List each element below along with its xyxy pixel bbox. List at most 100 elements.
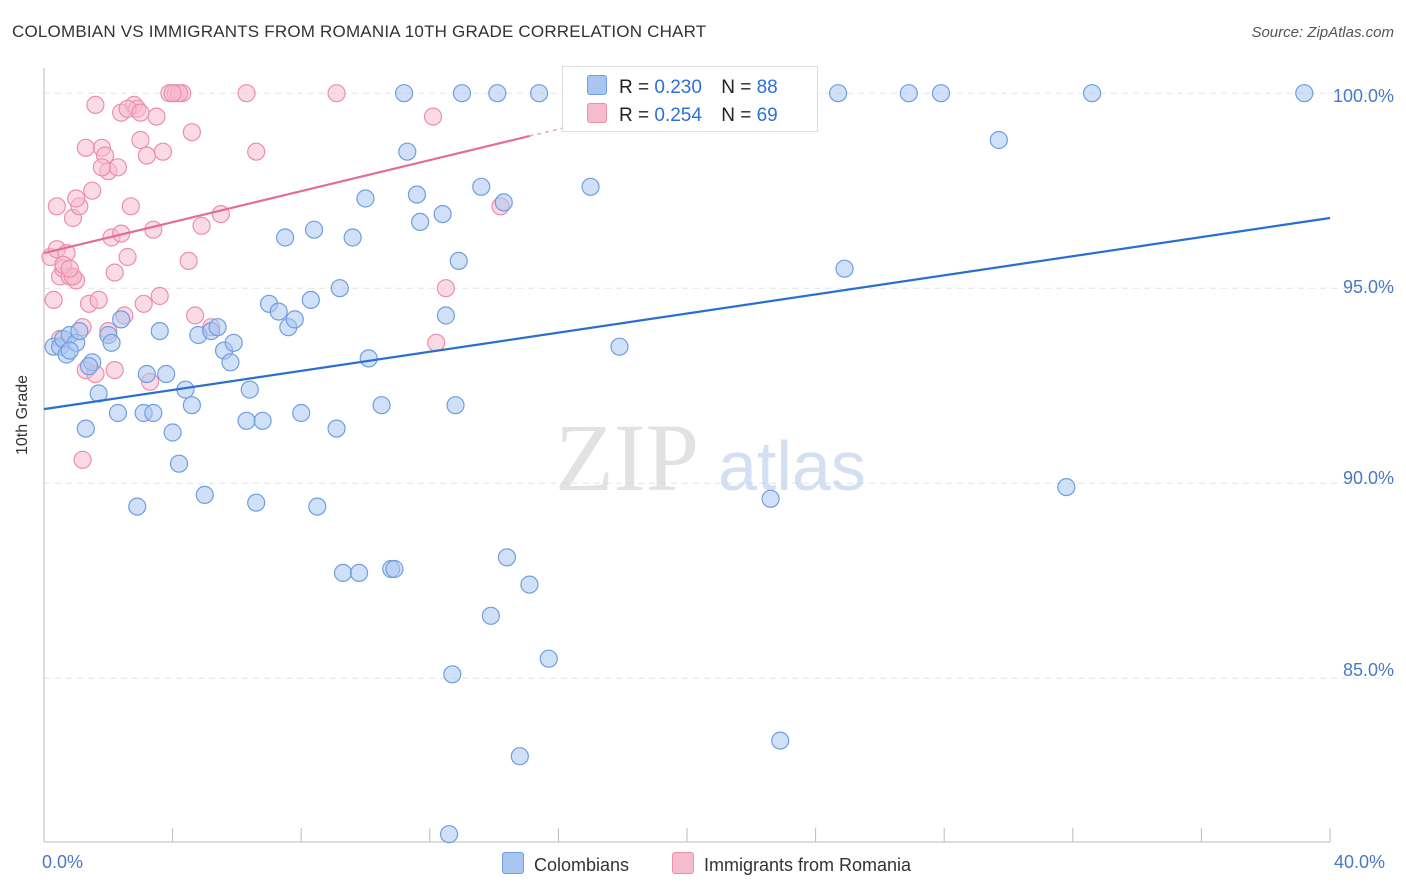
x-tick-label: 0.0%: [42, 852, 84, 872]
point-romania: [147, 107, 166, 126]
point-colombians: [771, 731, 790, 750]
point-colombians: [144, 403, 163, 423]
point-colombians: [520, 575, 539, 594]
point-colombians: [372, 396, 391, 415]
trend-line-romania-extension: [529, 119, 594, 137]
point-colombians: [349, 563, 369, 583]
trend-line-colombians: [43, 216, 1331, 411]
point-colombians: [330, 279, 349, 298]
point-romania: [327, 84, 346, 103]
point-colombians: [76, 419, 95, 438]
point-romania: [121, 197, 140, 216]
point-colombians: [452, 84, 472, 103]
legend-swatch-blue: [587, 75, 607, 95]
point-colombians: [208, 318, 227, 337]
point-colombians: [436, 306, 455, 325]
point-colombians: [343, 228, 362, 247]
point-romania: [192, 216, 211, 235]
point-colombians: [539, 649, 558, 668]
legend-n-label: N =: [721, 105, 752, 126]
legend-n-label: N =: [721, 77, 752, 98]
point-colombians: [610, 337, 629, 356]
point-colombians: [989, 130, 1008, 150]
point-romania: [92, 158, 111, 177]
point-romania: [237, 84, 256, 103]
legend-item-colombians: Colombians: [502, 852, 629, 876]
series-romania-points: [41, 84, 510, 469]
legend-label: Colombians: [534, 855, 630, 875]
point-colombians: [301, 290, 320, 309]
point-romania: [67, 189, 86, 208]
point-colombians: [931, 84, 951, 103]
point-romania: [144, 220, 163, 239]
point-colombians: [1295, 84, 1314, 103]
point-romania: [86, 95, 105, 115]
point-romania: [44, 290, 63, 309]
legend-r-label: R =: [619, 105, 650, 126]
point-romania: [131, 103, 150, 122]
x-tick-label: 40.0%: [1334, 852, 1386, 872]
y-axis-label: 10th Grade: [14, 374, 31, 455]
point-romania: [436, 279, 455, 298]
trend-line-romania: [43, 135, 530, 255]
point-colombians: [285, 310, 304, 329]
point-colombians: [439, 825, 459, 844]
point-colombians: [60, 341, 79, 360]
watermark-zip: ZIP: [555, 404, 699, 511]
point-colombians: [1082, 84, 1102, 103]
point-romania: [182, 123, 201, 142]
point-colombians: [169, 454, 189, 473]
watermark-atlas: atlas: [718, 427, 866, 505]
legend-row-romania: R = 0.254 N = 69: [587, 103, 778, 127]
point-colombians: [356, 189, 375, 208]
point-romania: [186, 306, 205, 325]
point-colombians: [394, 84, 414, 103]
point-colombians: [835, 259, 854, 278]
point-colombians: [494, 193, 513, 212]
point-colombians: [70, 322, 89, 341]
point-colombians: [333, 563, 353, 583]
point-colombians: [829, 84, 848, 103]
point-colombians: [269, 302, 288, 321]
legend-item-romania: Immigrants from Romania: [672, 852, 911, 876]
legend-label: Immigrants from Romania: [704, 855, 912, 875]
point-colombians: [276, 228, 295, 247]
point-romania: [47, 197, 66, 216]
legend-r-label: R =: [619, 77, 650, 98]
point-colombians: [108, 403, 128, 423]
y-tick-label: 100.0%: [1332, 86, 1394, 106]
point-colombians: [128, 497, 147, 516]
y-tick-label: 85.0%: [1342, 660, 1394, 680]
legend-r-value: 0.254: [654, 105, 702, 126]
point-colombians: [195, 485, 214, 504]
point-colombians: [112, 310, 131, 329]
point-colombians: [253, 411, 272, 430]
point-romania: [73, 450, 92, 469]
point-colombians: [79, 357, 99, 376]
point-romania: [83, 181, 102, 200]
point-colombians: [488, 84, 507, 103]
point-colombians: [510, 747, 529, 766]
point-colombians: [102, 333, 121, 352]
point-romania: [105, 263, 124, 282]
y-tick-label: 90.0%: [1342, 468, 1394, 488]
point-colombians: [308, 497, 327, 516]
point-romania: [60, 259, 79, 278]
legend-swatch-pink: [587, 103, 607, 123]
point-colombians: [530, 84, 549, 103]
point-colombians: [443, 665, 462, 684]
point-colombians: [137, 364, 156, 384]
point-colombians: [385, 559, 404, 579]
point-colombians: [327, 419, 346, 438]
point-colombians: [481, 606, 500, 625]
legend-n-value: 69: [756, 105, 778, 126]
point-colombians: [761, 489, 780, 508]
series-colombians-points: [44, 84, 1314, 844]
legend-swatch-blue: [502, 852, 524, 874]
stats-legend: R = 0.230 N = 88 R = 0.254 N = 69: [562, 66, 818, 132]
source-note: Source: ZipAtlas.com: [1251, 24, 1394, 41]
point-colombians: [150, 322, 169, 341]
point-colombians: [407, 185, 427, 204]
legend-row-colombians: R = 0.230 N = 88: [587, 75, 778, 99]
point-romania: [105, 361, 124, 380]
